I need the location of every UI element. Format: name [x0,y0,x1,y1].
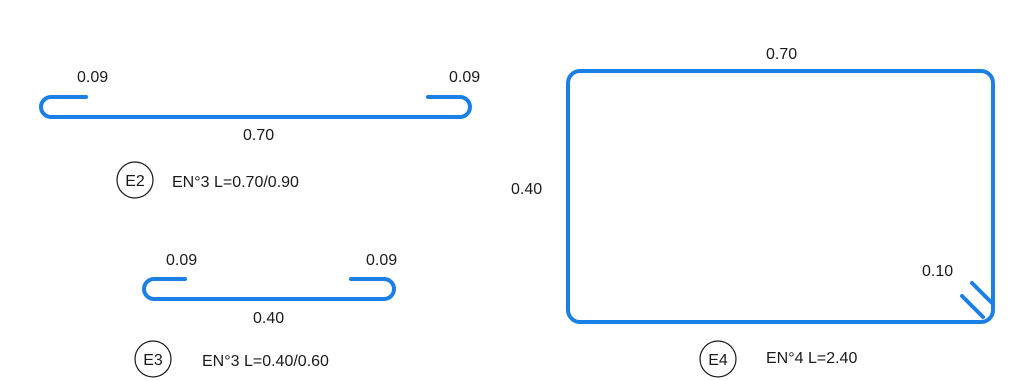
bar-e3-hook-right-dimension: 0.09 [366,252,397,269]
bar-e2-length-dimension: 0.70 [243,127,274,144]
stirrup-e4-mark-circle [699,340,737,378]
stirrup-e4-spec: EN°4 L=2.40 [766,350,857,367]
bar-e3-length-dimension: 0.40 [253,310,284,327]
bar-e3-spec: EN°3 L=0.40/0.60 [202,353,329,370]
stirrup-e4-mark: E4 [708,352,728,369]
stirrup-e4-width-dimension: 0.70 [766,46,797,63]
bar-e2-mark-circle [116,161,154,199]
stirrup-e4-hook-dimension: 0.10 [922,263,953,280]
bar-e2-mark: E2 [125,173,145,190]
bar-e2-spec: EN°3 L=0.70/0.90 [172,174,299,191]
bar-e3-mark: E3 [143,352,163,369]
stirrup-e4-hook-2 [970,281,994,305]
stirrup-e4: 0.70 0.40 0.10 E4 EN°4 L=2.40 [511,46,995,378]
stirrup-e4-hook-1 [960,294,985,319]
bar-e3-shape [142,277,396,301]
bar-e3: 0.09 0.09 0.40 E3 EN°3 L=0.40/0.60 [134,252,397,378]
bar-e2-shape [39,95,472,119]
bar-e3-mark-circle [134,340,172,378]
stirrup-e4-shape [566,69,995,324]
bar-e2-hook-right-dimension: 0.09 [449,69,480,86]
stirrup-e4-height-dimension: 0.40 [511,181,542,198]
bar-e2: 0.09 0.09 0.70 E2 EN°3 L=0.70/0.90 [39,69,480,199]
bar-e2-hook-left-dimension: 0.09 [77,69,108,86]
bar-e3-hook-left-dimension: 0.09 [166,252,197,269]
